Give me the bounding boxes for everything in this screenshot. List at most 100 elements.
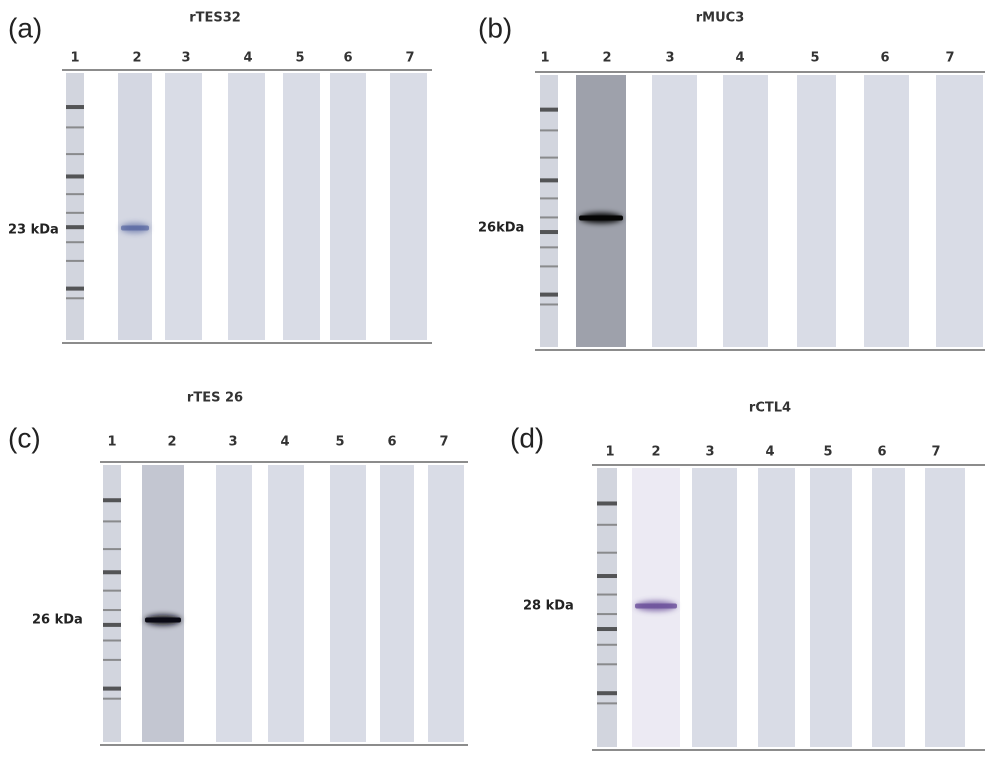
ladder-band: [597, 574, 617, 579]
control-lane: [936, 75, 983, 347]
lane-label: 2: [651, 445, 660, 460]
ladder-band: [540, 216, 558, 219]
control-lane: [925, 468, 965, 747]
ladder-band: [103, 520, 121, 523]
ladder-band: [540, 197, 558, 200]
ladder-band: [597, 691, 617, 696]
lane-label: 7: [439, 435, 448, 450]
ladder-band: [103, 548, 121, 551]
control-lane: [390, 73, 427, 340]
panel-title: rTES32: [189, 11, 241, 26]
marker-label: 23 kDa: [8, 223, 59, 238]
protein-band-core: [579, 215, 623, 221]
panel-letter: (b): [478, 12, 512, 43]
ladder-lane: [66, 73, 84, 340]
ladder-band: [597, 593, 617, 596]
panel-letter: (a): [8, 12, 42, 43]
marker-label: 26kDa: [478, 221, 524, 236]
ladder-band: [66, 241, 84, 244]
ladder-band: [103, 589, 121, 592]
protein-band-core: [635, 603, 677, 609]
lane-label: 5: [295, 51, 304, 66]
lane-label: 5: [823, 445, 832, 460]
ladder-band: [540, 246, 558, 249]
lane-label: 1: [70, 51, 79, 66]
ladder-band: [103, 609, 121, 612]
ladder-band: [540, 303, 558, 306]
lane-label: 1: [107, 435, 116, 450]
ladder-band: [540, 178, 558, 183]
ladder-band: [597, 643, 617, 646]
panel-title: rCTL4: [749, 401, 791, 416]
ladder-band: [66, 174, 84, 179]
panel-letter: (c): [8, 422, 41, 453]
control-lane: [692, 468, 737, 747]
ladder-lane: [540, 75, 558, 347]
ladder-band: [66, 153, 84, 156]
ladder-band: [597, 523, 617, 526]
ladder-band: [66, 193, 84, 196]
ladder-band: [540, 129, 558, 132]
protein-band-core: [121, 225, 149, 231]
control-lane: [652, 75, 697, 347]
ladder-lane: [103, 465, 121, 742]
lane-label: 4: [280, 435, 289, 450]
lane-label: 2: [602, 51, 611, 66]
lane-label: 5: [335, 435, 344, 450]
ladder-band: [540, 265, 558, 268]
lane-label: 6: [877, 445, 886, 460]
marker-label: 26 kDa: [32, 613, 83, 628]
lane-label: 5: [810, 51, 819, 66]
control-lane: [380, 465, 414, 742]
lane-label: 1: [605, 445, 614, 460]
ladder-band: [597, 551, 617, 554]
lane-label: 4: [765, 445, 774, 460]
protein-band-core: [145, 617, 181, 623]
lane-label: 2: [167, 435, 176, 450]
panel-title: rTES 26: [187, 391, 243, 406]
ladder-band: [103, 622, 121, 627]
ladder-band: [540, 156, 558, 159]
panel-letter: (d): [510, 422, 544, 453]
ladder-band: [66, 105, 84, 110]
control-lane: [872, 468, 905, 747]
ladder-band: [597, 613, 617, 616]
ladder-band: [66, 259, 84, 262]
control-lane: [810, 468, 852, 747]
lane-label: 3: [181, 51, 190, 66]
ladder-band: [103, 658, 121, 661]
sample-lane: [142, 465, 184, 742]
panel-title: rMUC3: [696, 11, 745, 26]
control-lane: [283, 73, 320, 340]
control-lane: [797, 75, 836, 347]
control-lane: [216, 465, 252, 742]
ladder-band: [66, 297, 84, 300]
lane-label: 7: [405, 51, 414, 66]
control-lane: [428, 465, 464, 742]
lane-label: 3: [228, 435, 237, 450]
lane-label: 7: [931, 445, 940, 460]
ladder-band: [103, 498, 121, 503]
lane-label: 7: [945, 51, 954, 66]
control-lane: [228, 73, 265, 340]
lane-label: 2: [132, 51, 141, 66]
lane-label: 4: [735, 51, 744, 66]
ladder-band: [66, 286, 84, 291]
marker-label: 28 kDa: [523, 599, 574, 614]
ladder-band: [540, 107, 558, 112]
control-lane: [864, 75, 909, 347]
ladder-band: [597, 627, 617, 632]
lane-label: 6: [387, 435, 396, 450]
ladder-band: [597, 663, 617, 666]
lane-label: 6: [343, 51, 352, 66]
control-lane: [268, 465, 304, 742]
control-lane: [758, 468, 795, 747]
ladder-band: [103, 570, 121, 575]
lane-label: 3: [705, 445, 714, 460]
sample-lane: [118, 73, 152, 340]
ladder-band: [103, 686, 121, 691]
lane-label: 3: [665, 51, 674, 66]
sample-lane: [576, 75, 626, 347]
ladder-band: [66, 225, 84, 230]
